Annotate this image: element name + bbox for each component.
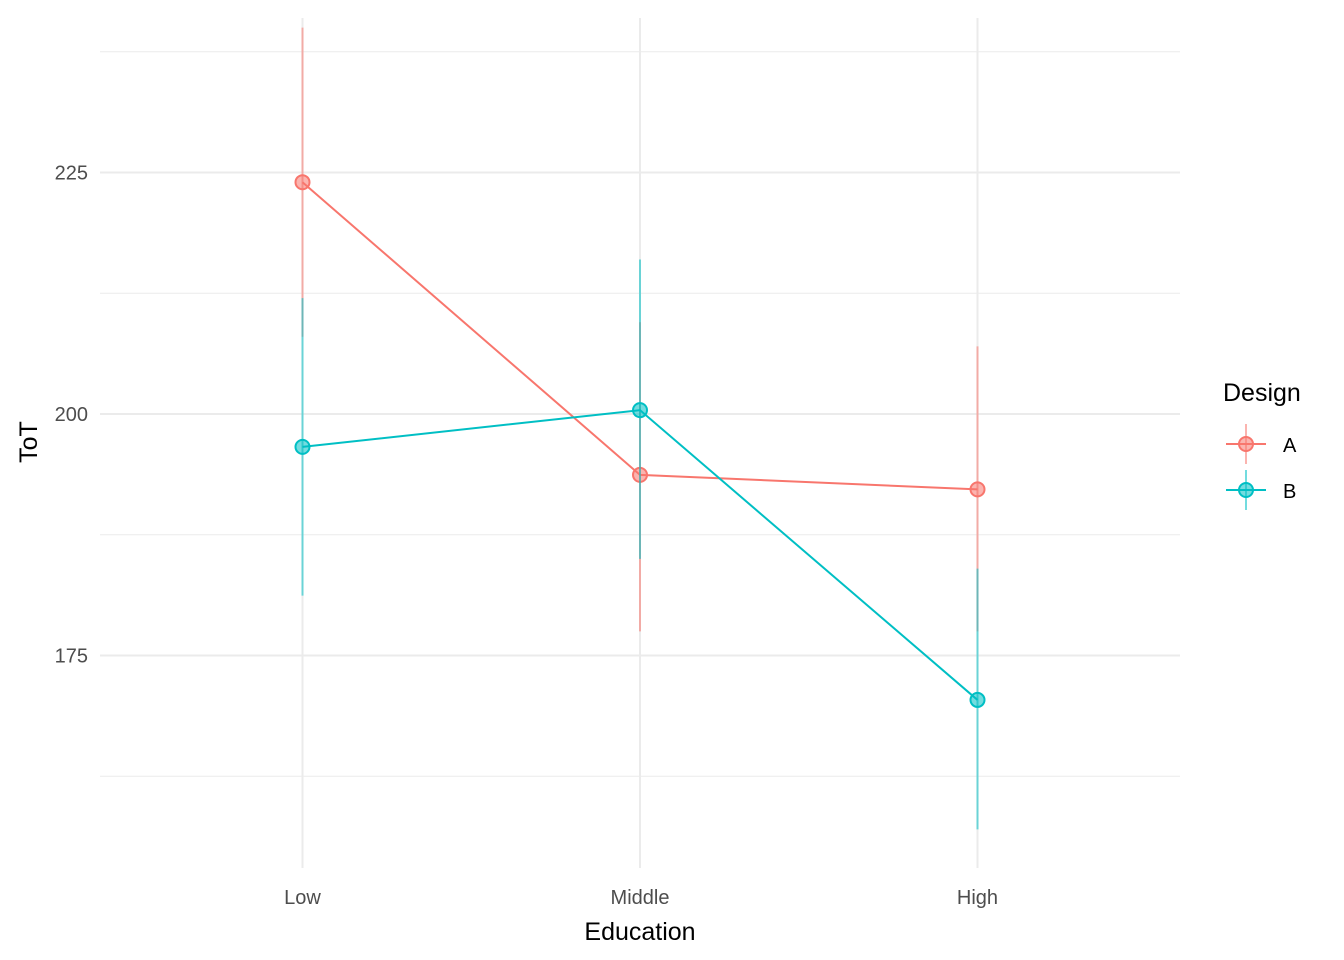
legend-label: A (1283, 435, 1297, 457)
legend: Design AB (1223, 379, 1301, 510)
legend-label: B (1283, 481, 1296, 503)
y-tick-label: 175 (55, 646, 88, 668)
x-axis-title: Education (584, 918, 695, 946)
x-tick-label: High (957, 887, 998, 909)
y-axis-ticks: 175 200 225 (55, 163, 88, 668)
legend-item-A: A (1226, 424, 1297, 464)
legend-key-point (1238, 482, 1254, 498)
series-layer (294, 27, 986, 830)
series-B (294, 259, 986, 830)
x-tick-label: Middle (611, 887, 670, 909)
x-axis-ticks: Low Middle High (284, 887, 998, 909)
y-tick-label: 225 (55, 163, 88, 185)
data-point (294, 174, 311, 191)
legend-item-B: B (1226, 470, 1296, 510)
y-axis-title: ToT (15, 421, 43, 463)
data-point (632, 402, 648, 419)
data-point (294, 438, 311, 455)
data-point (969, 481, 986, 498)
y-tick-label: 200 (55, 404, 88, 426)
legend-items: AB (1226, 424, 1297, 510)
legend-title: Design (1223, 379, 1301, 407)
data-point (969, 691, 986, 708)
legend-key-point (1238, 436, 1254, 452)
x-tick-label: Low (284, 887, 321, 909)
